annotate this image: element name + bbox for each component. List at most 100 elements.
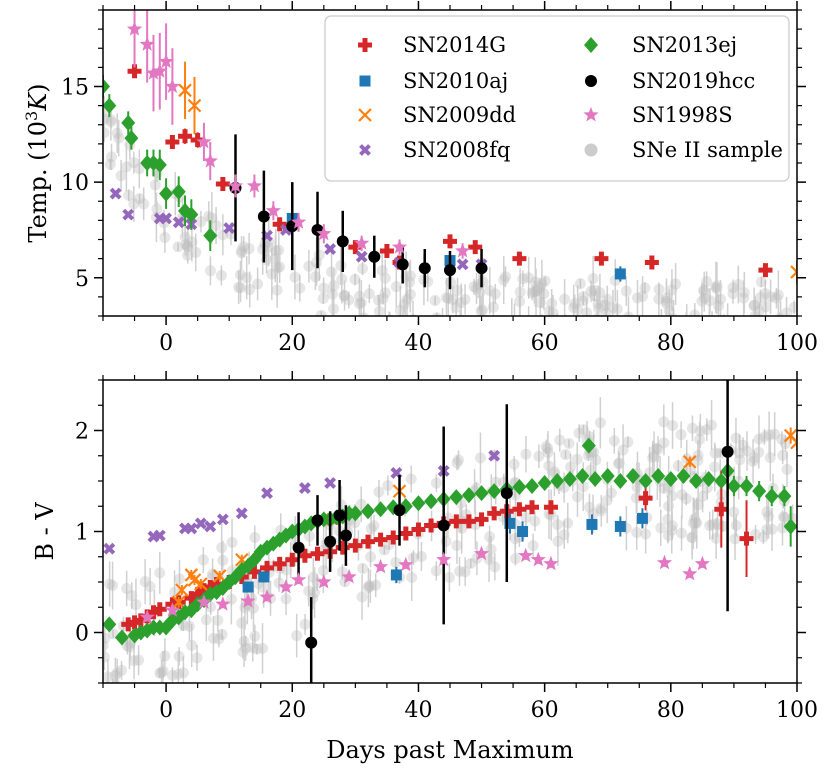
point-sn2013ej bbox=[701, 470, 716, 487]
x-tick-label: 80 bbox=[657, 698, 685, 723]
point-sn1998s bbox=[139, 36, 155, 51]
point-sn2010aj bbox=[242, 581, 254, 593]
sample-point bbox=[289, 271, 301, 283]
point-sn1998s bbox=[398, 556, 414, 572]
sample-point bbox=[538, 288, 550, 300]
sample-point bbox=[120, 161, 132, 173]
sample-point bbox=[730, 432, 742, 444]
sample-point bbox=[571, 491, 583, 503]
sample-point bbox=[430, 565, 442, 577]
legend-marker-sn1998s bbox=[583, 107, 599, 122]
point-sn2014g bbox=[487, 506, 502, 521]
sample-point bbox=[240, 642, 252, 654]
sample-point bbox=[509, 553, 521, 565]
point-sn1998s bbox=[139, 609, 155, 624]
sample-point bbox=[666, 520, 678, 532]
sample-point bbox=[597, 324, 608, 335]
point-sn2010aj bbox=[636, 512, 648, 524]
sample-point bbox=[779, 437, 791, 449]
y-tick-label: 2 bbox=[75, 420, 89, 445]
sample-point bbox=[154, 667, 166, 679]
sample-point bbox=[455, 297, 467, 309]
point-sn2009dd bbox=[178, 83, 192, 98]
sample-point bbox=[727, 282, 739, 294]
sample-point bbox=[542, 446, 554, 458]
point-sn2019hcc bbox=[336, 235, 349, 248]
sample-point bbox=[587, 273, 599, 285]
sample-point bbox=[758, 316, 769, 327]
sample-point bbox=[451, 457, 463, 469]
point-sn2014g bbox=[379, 243, 394, 258]
sample-point bbox=[640, 528, 652, 540]
y-tick-label: 5 bbox=[75, 267, 89, 292]
point-sn2009dd bbox=[682, 455, 697, 469]
sample-point bbox=[105, 116, 117, 128]
point-sn2013ej bbox=[581, 437, 596, 454]
sample-point bbox=[594, 417, 606, 429]
sample-point bbox=[299, 618, 311, 630]
point-sn2013ej bbox=[600, 467, 615, 484]
sample-point bbox=[676, 527, 688, 539]
point-sn2009dd bbox=[187, 98, 202, 113]
sample-point bbox=[546, 298, 558, 310]
point-sn2013ej bbox=[512, 479, 527, 496]
legend-label-sne-ii-sample: SNe II sample bbox=[632, 138, 783, 162]
sample-point bbox=[558, 481, 570, 493]
sample-point bbox=[623, 311, 634, 316]
sample-point bbox=[692, 450, 704, 462]
sample-point bbox=[280, 593, 292, 605]
sample-point bbox=[574, 278, 586, 290]
sample-point bbox=[573, 427, 585, 439]
sample-point bbox=[715, 325, 726, 336]
point-sn2019hcc bbox=[333, 509, 346, 522]
sample-point bbox=[326, 288, 338, 300]
sample-point bbox=[588, 284, 600, 296]
point-sn2019hcc bbox=[444, 264, 456, 277]
point-sn2014g bbox=[638, 491, 653, 506]
sample-point bbox=[741, 445, 753, 457]
sample-point bbox=[676, 489, 688, 501]
point-sn2010aj bbox=[614, 268, 626, 280]
sample-point bbox=[777, 449, 789, 461]
point-sn2010aj bbox=[517, 526, 529, 537]
point-sn1998s bbox=[291, 214, 307, 229]
point-sn2008fq bbox=[103, 542, 116, 555]
sample-point bbox=[717, 520, 729, 532]
sample-point bbox=[210, 220, 222, 232]
sample-point bbox=[704, 295, 716, 307]
sample-point bbox=[660, 292, 672, 304]
sample-point bbox=[698, 284, 710, 296]
sample-point bbox=[696, 323, 707, 334]
sample-point bbox=[226, 536, 238, 548]
sample-point bbox=[190, 246, 202, 258]
sample-point bbox=[384, 316, 395, 327]
point-sn2013ej bbox=[474, 485, 489, 502]
point-sn2019hcc bbox=[368, 250, 381, 263]
sample-point bbox=[484, 531, 496, 543]
sample-point bbox=[617, 444, 629, 456]
legend-marker-sn2008fq bbox=[359, 144, 371, 156]
point-sn2008fq bbox=[122, 208, 135, 221]
x-tick-label: 20 bbox=[278, 331, 306, 356]
point-sn2008fq bbox=[153, 529, 166, 542]
x-tick-label: 80 bbox=[657, 331, 685, 356]
sample-point bbox=[484, 285, 496, 297]
sample-point bbox=[215, 269, 227, 281]
sample-point bbox=[559, 293, 571, 305]
point-sn2008fq bbox=[324, 243, 337, 255]
point-sn1998s bbox=[240, 593, 256, 608]
sample-point bbox=[103, 632, 111, 644]
point-sn2013ej bbox=[726, 478, 741, 495]
sample-point bbox=[545, 509, 557, 521]
point-sn1998s bbox=[265, 202, 281, 218]
sample-point bbox=[753, 305, 765, 316]
x-tick-label: 40 bbox=[404, 331, 432, 356]
point-sn2009dd bbox=[212, 569, 227, 583]
sample-point bbox=[523, 272, 535, 284]
sample-point bbox=[390, 556, 402, 568]
point-sn1998s bbox=[158, 53, 174, 69]
sample-point bbox=[216, 542, 228, 554]
sample-point bbox=[577, 481, 589, 493]
legend-label-sn2013ej: SN2013ej bbox=[632, 33, 737, 57]
